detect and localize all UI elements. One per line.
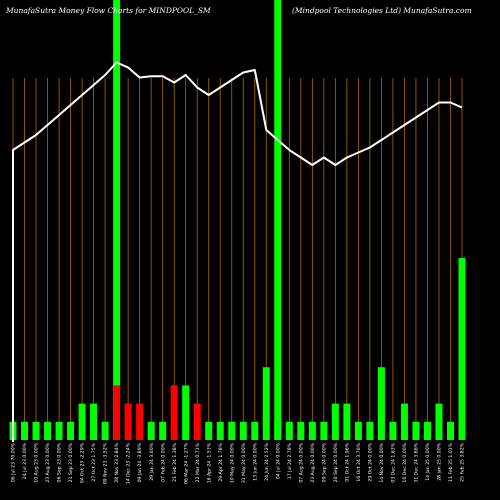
money-flow-bar: [435, 403, 443, 440]
x-tick-label: 10 May 24 0.00%: [229, 442, 235, 483]
x-tick-label: 03 Dec 24 1.63%: [391, 442, 397, 482]
x-tick-label: 29 Oct 24 0.00%: [367, 442, 373, 481]
money-flow-bar: [182, 385, 190, 440]
money-flow-bar: [170, 385, 178, 440]
chart-title-right: (Mindpool Technologies Ltd) MunafaSutra.…: [292, 6, 472, 15]
chart-title-left: MunafaSutra Money Flow Charts for MINDPO…: [5, 6, 211, 15]
x-tick-label: 28 Jan 25 0.00%: [437, 442, 443, 480]
money-flow-bar: [124, 403, 132, 440]
x-tick-label: 16 Dec 24 0.00%: [402, 442, 408, 482]
x-tick-label: 17 Jul 24 2.78%: [287, 442, 293, 479]
highlight-column: [113, 0, 121, 440]
money-flow-bar: [67, 421, 75, 440]
money-flow-bar: [136, 403, 144, 440]
x-tick-label: 22 Mar 24 0.71%: [195, 442, 201, 482]
x-tick-label: 24 Jul 23 0.00%: [22, 442, 28, 479]
money-flow-bar: [285, 421, 293, 440]
x-tick-label: 20 Sep 24 0.00%: [333, 442, 339, 482]
x-tick-label: 23 Aug 23 0.00%: [45, 442, 51, 482]
money-flow-bar: [400, 403, 408, 440]
money-flow-bar: [446, 421, 454, 440]
x-tick-label: 13 Jun 24 0.00%: [252, 442, 258, 480]
x-tick-label: 21 Feb 24 1.38%: [172, 442, 178, 481]
x-tick-label: 09 Jan 24 -3.89%: [137, 442, 143, 482]
x-tick-label: 11 Feb 25 1.01%: [448, 442, 454, 481]
x-tick-label: 10 Aug 23 0.00%: [34, 442, 40, 482]
money-flow-bar: [78, 403, 86, 440]
x-tick-label: 07 Feb 24 0.00%: [160, 442, 166, 481]
money-flow-bar: [90, 403, 98, 440]
x-tick-label: 16 Apr 24 -1.53%: [206, 442, 212, 483]
x-axis-tick-labels: 06 Jul 23 70.00% 24 Jul 23 0.00% 10 Aug 23…: [11, 442, 466, 484]
money-flow-bar: [251, 421, 259, 440]
money-flow-bar: [343, 403, 351, 440]
money-flow-bar: [55, 421, 63, 440]
money-flow-bar: [423, 421, 431, 440]
money-flow-bar: [262, 367, 270, 440]
money-flow-bar: [331, 403, 339, 440]
x-tick-label: 14 Nov 24 0.00%: [379, 442, 385, 482]
x-tick-label: 27 Oct 23 1.75%: [91, 442, 97, 481]
x-tick-label: 25 Feb 25 3.82%: [460, 442, 466, 481]
x-tick-label: 14 Jan 25 0.00%: [425, 442, 431, 480]
money-flow-bar: [216, 421, 224, 440]
money-flow-bar: [101, 421, 109, 440]
money-flow-bar: [412, 421, 420, 440]
money-flow-bar: [113, 385, 121, 440]
x-tick-label: 07 Aug 24 0.00%: [298, 442, 304, 482]
highlight-columns: [113, 0, 282, 440]
x-tick-label: 28 Nov 23 2.84%: [114, 442, 120, 482]
money-flow-bar: [308, 421, 316, 440]
price-line: [12, 61, 463, 442]
money-flow-bar: [44, 421, 52, 440]
money-flow-bar: [297, 421, 305, 440]
money-flow-bar: [377, 367, 385, 440]
money-flow-bar: [366, 421, 374, 440]
x-tick-label: 24 Jun 24 2.52%: [264, 442, 270, 480]
x-tick-label: 04 Oct 23 -2.29%: [80, 442, 86, 483]
money-flow-bar: [389, 421, 397, 440]
money-flow-bar: [193, 403, 201, 440]
x-tick-label: 01 Oct 24 1.96%: [344, 442, 350, 481]
x-tick-label: 29 Jan 24 3.60%: [149, 442, 155, 480]
x-tick-label: 09 Nov 23 -3.52%: [103, 442, 109, 484]
money-flow-bar: [320, 421, 328, 440]
x-tick-label: 16 Oct 24 3.76%: [356, 442, 362, 481]
x-tick-label: 29 Apr 24 1.78%: [218, 442, 224, 481]
highlight-column: [274, 0, 282, 440]
x-tick-label: 06 Sep 23 0.00%: [57, 442, 63, 482]
money-flow-bar: [274, 421, 282, 440]
money-flow-bar: [458, 258, 466, 440]
x-tick-label: 04 Jul 24 0.00%: [275, 442, 281, 479]
x-tick-label: 14 Dec 23 -2.24%: [126, 442, 132, 484]
x-tick-label: 31 May 24 0.00%: [241, 442, 247, 483]
money-flow-bar: [32, 421, 40, 440]
x-tick-label: 09 Sep 24 0.00%: [321, 442, 327, 482]
x-tick-label: 06 Mar 24 -1.27%: [183, 442, 189, 484]
money-flow-bar: [147, 421, 155, 440]
x-tick-label: 21 Sep 23 0.00%: [68, 442, 74, 482]
money-flow-bar: [354, 421, 362, 440]
money-flow-bar: [21, 421, 29, 440]
money-flow-bar: [205, 421, 213, 440]
x-tick-label: 23 Aug 24 0.00%: [310, 442, 316, 482]
money-flow-bars: [9, 258, 466, 440]
x-tick-label: 06 Jul 23 70.00%: [11, 442, 17, 482]
x-tick-label: 31 Dec 24 3.86%: [414, 442, 420, 482]
money-flow-bar: [228, 421, 236, 440]
money-flow-bar: [239, 421, 247, 440]
money-flow-bar: [159, 421, 167, 440]
